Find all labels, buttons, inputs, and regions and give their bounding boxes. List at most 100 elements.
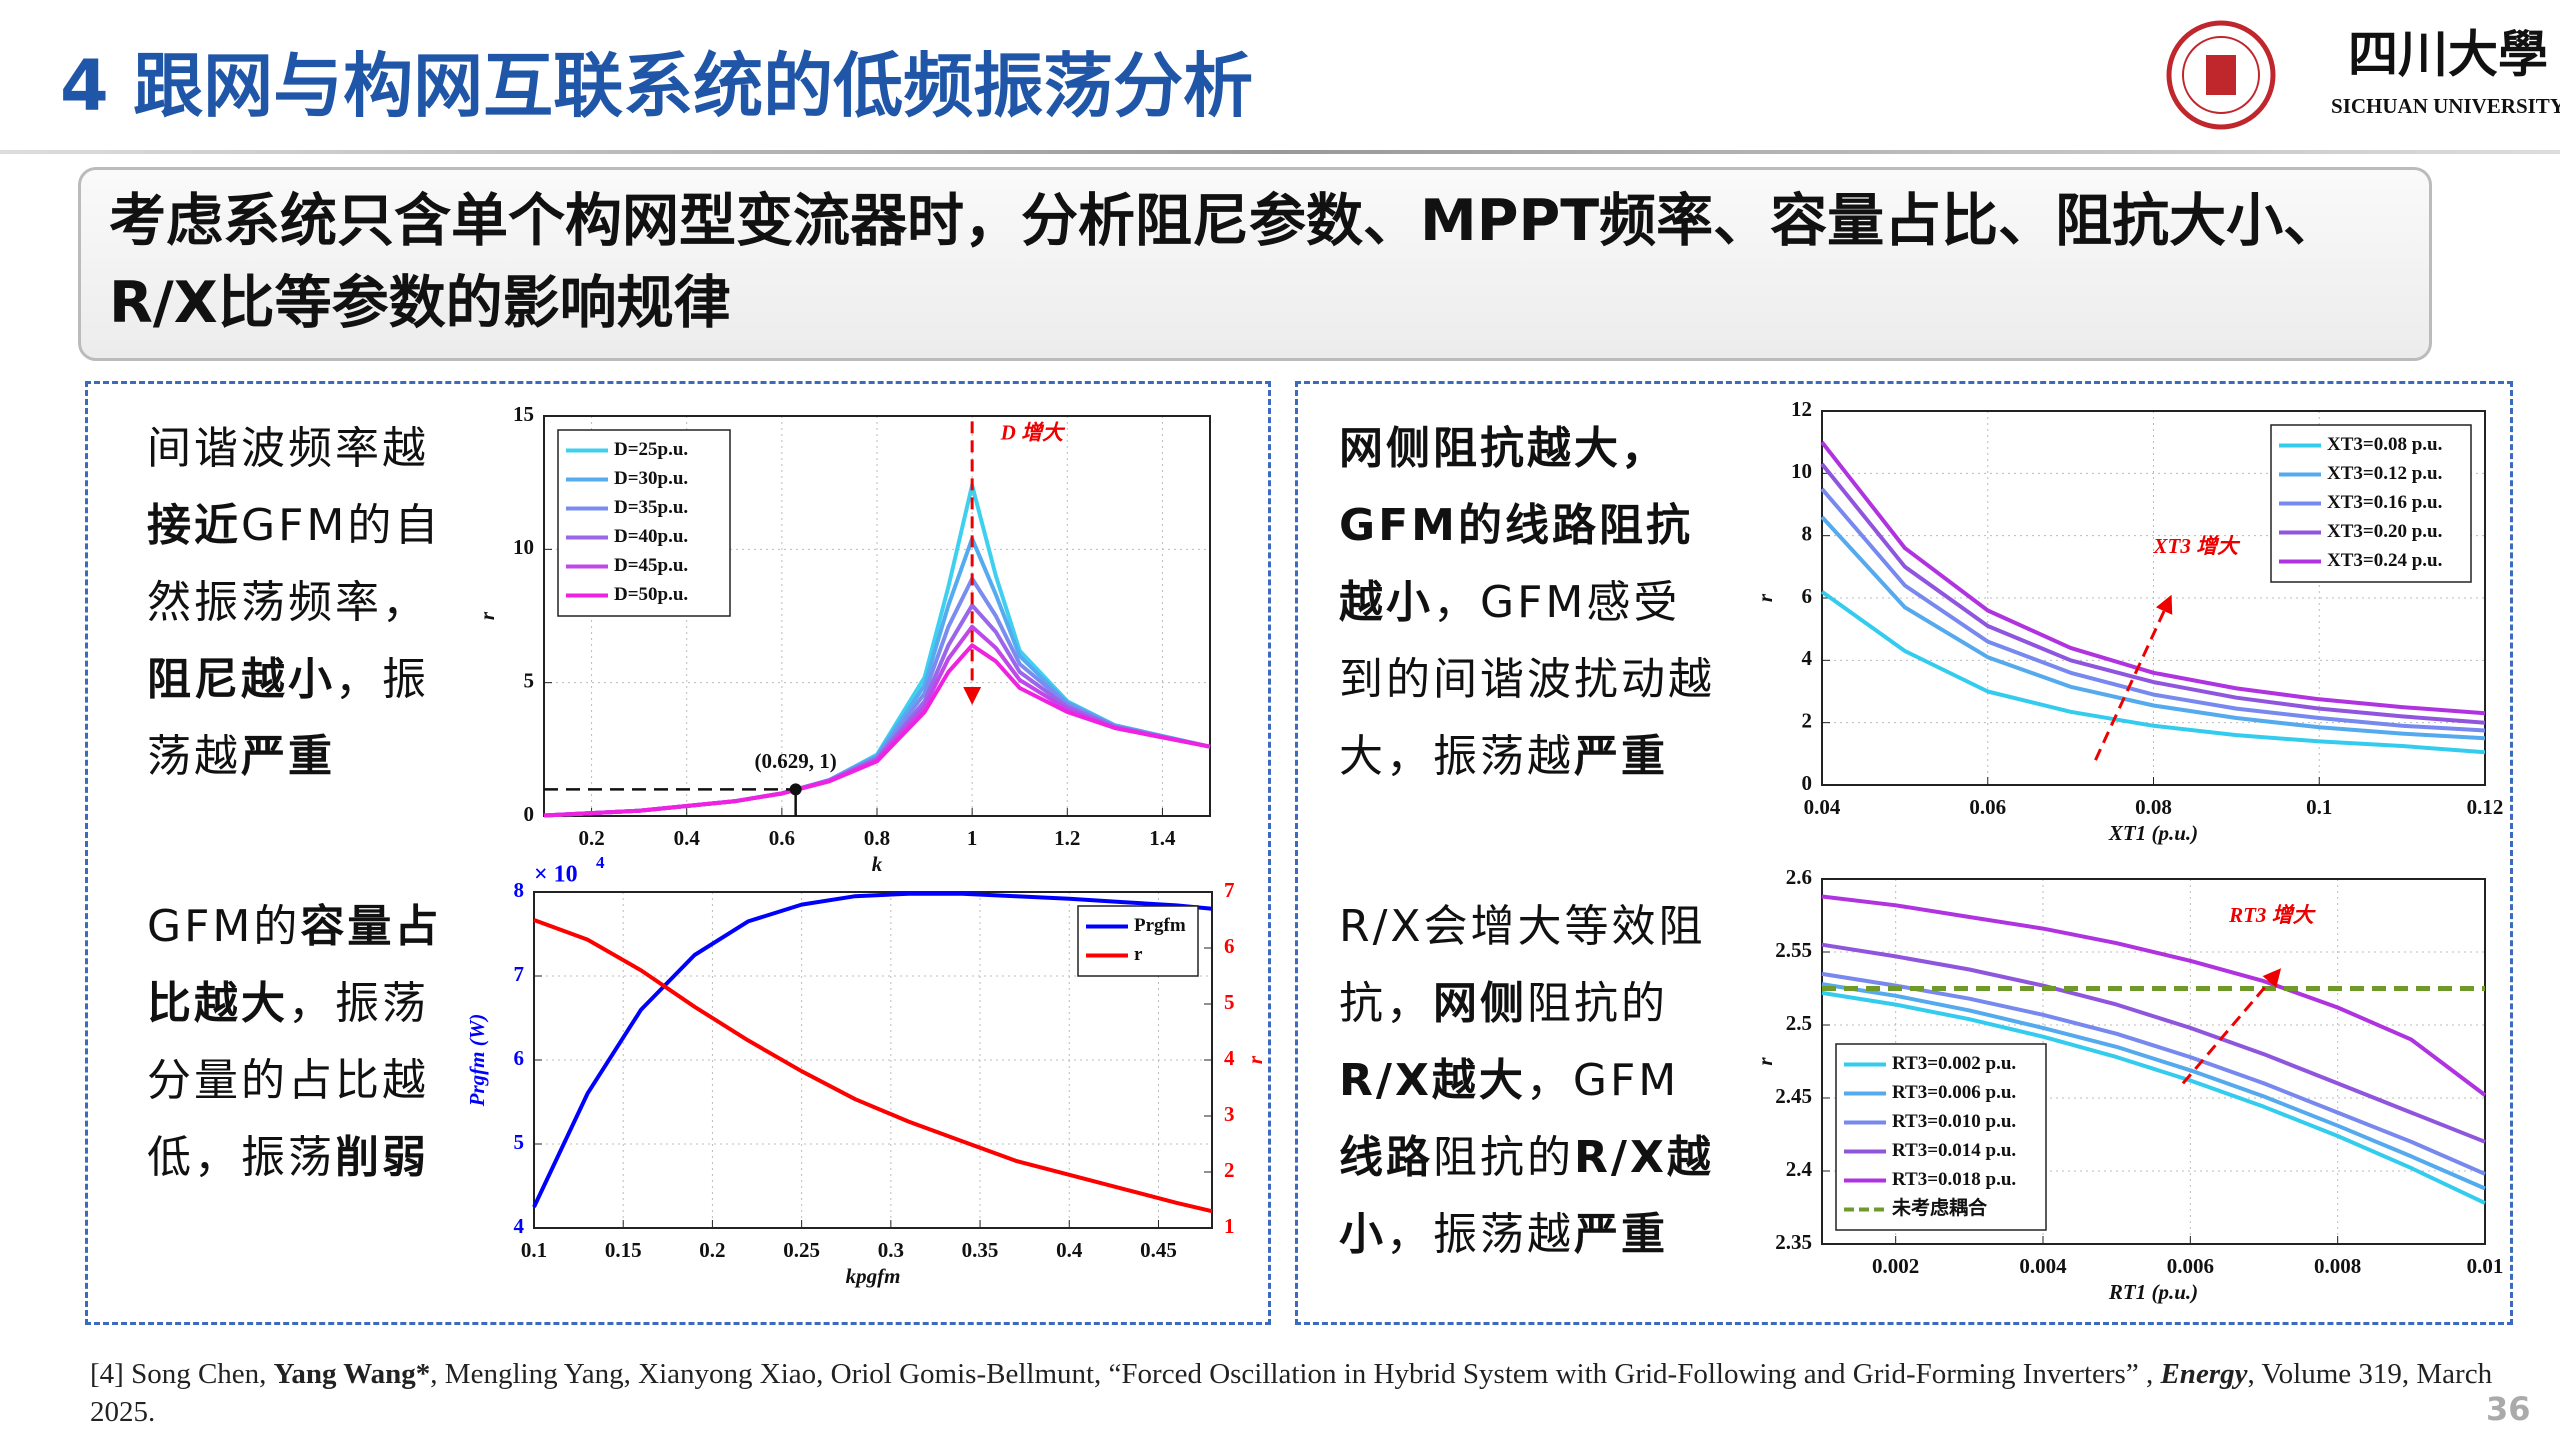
x-tick-label: 0.3: [878, 1238, 904, 1262]
y2-tick-label: 7: [1224, 878, 1235, 902]
y2-tick-label: 3: [1224, 1102, 1235, 1126]
x-tick-label: 0.25: [783, 1238, 820, 1262]
text-line: R/X越大，GFM: [1339, 1042, 1714, 1119]
legend-label: XT3=0.08 p.u.: [2327, 434, 2442, 455]
text-run: 严重: [241, 731, 335, 782]
banner: 考虑系统只含单个构网型变流器时，分析阻尼参数、MPPT频率、容量占比、阻抗大小、…: [78, 167, 2432, 361]
text-line: 比越大，振荡: [147, 965, 441, 1042]
y-tick-label: 2.35: [1775, 1230, 1812, 1254]
legend-label: RT3=0.010 p.u.: [1892, 1111, 2016, 1132]
legend-label: RT3=0.014 p.u.: [1892, 1140, 2016, 1161]
y2-tick-label: 6: [1224, 934, 1235, 958]
legend-box: [557, 429, 731, 617]
text-run: GFM的: [147, 901, 301, 952]
x-tick-label: 0.006: [2167, 1254, 2214, 1278]
text-line: 网侧阻抗越大，: [1339, 410, 1715, 487]
text-run: 到的间谐波扰动越: [1339, 654, 1715, 705]
series-line: [532, 891, 1213, 1208]
x-tick-label: 0.008: [2314, 1254, 2361, 1278]
y-tick-label: 8: [514, 878, 525, 902]
header-rule: [0, 150, 2560, 154]
text-run: ，GFM: [1525, 1055, 1680, 1106]
text-run: GFM的自: [241, 500, 442, 551]
x-tick-label: 0.002: [1872, 1254, 1919, 1278]
x-tick-label: 0.35: [962, 1238, 999, 1262]
x-tick-label: 0.1: [2306, 795, 2332, 819]
text-run: , Volume 319, March 2025.: [90, 1358, 2493, 1428]
highlight-label: (0.629, 1): [755, 749, 837, 773]
y-axis-label: r: [1753, 1057, 1777, 1066]
series-line: [1820, 440, 2486, 716]
x-tick-label: 0.12: [2467, 795, 2504, 819]
x-tick-label: 0.8: [864, 826, 890, 850]
y2-tick-label: 5: [1224, 990, 1235, 1014]
series-line: [1820, 590, 2486, 755]
paragraph: 间谐波频率越 接近GFM的自 然振荡频率， 阻尼越小，振 荡越严重: [147, 410, 441, 795]
legend-label: D=30p.u.: [614, 468, 688, 489]
text-run: 严重: [1574, 1209, 1668, 1260]
text-run: 阻尼越小: [147, 654, 335, 705]
x-tick-label: 1.2: [1054, 826, 1080, 850]
legend-label: XT3=0.24 p.u.: [2327, 550, 2442, 571]
text-line: R/X会增大等效阻: [1339, 888, 1714, 965]
text-run: 线路: [1339, 1132, 1433, 1183]
legend-label: RT3=0.002 p.u.: [1892, 1053, 2016, 1074]
x-tick-label: 0.04: [1804, 795, 1841, 819]
x-tick-label: 0.4: [674, 826, 701, 850]
x-axis-label: k: [872, 852, 883, 876]
y-tick-label: 5: [514, 1130, 525, 1154]
y-scale-label: × 10: [534, 862, 578, 888]
text-run: GFM的线路阻抗: [1339, 500, 1693, 551]
logo-name-cn: 四川大學: [2348, 26, 2548, 82]
text-run: 低，振荡: [147, 1132, 335, 1183]
x-tick-label: 0.08: [2135, 795, 2172, 819]
legend-label: XT3=0.12 p.u.: [2327, 463, 2442, 484]
legend-label: Prgfm: [1134, 915, 1186, 936]
text-run: 间谐波频率越: [147, 423, 429, 474]
text-line: GFM的线路阻抗: [1339, 487, 1715, 564]
y-tick-label: 15: [513, 402, 534, 426]
y-tick-label: 8: [1802, 521, 1813, 545]
text-run: 网侧: [1433, 978, 1527, 1029]
trend-arrow: [2094, 594, 2173, 761]
text-run: R/X会增大等效阻: [1339, 901, 1706, 952]
text-run: ，振: [335, 654, 429, 705]
paragraph: GFM的容量占 比越大，振荡 分量的占比越 低，振荡削弱: [147, 888, 441, 1196]
annotation: D 增大: [1000, 420, 1066, 444]
y2-tick-label: 4: [1224, 1046, 1235, 1070]
y-tick-label: 6: [1802, 584, 1813, 608]
highlight-point: [789, 783, 802, 796]
text-line: 到的间谐波扰动越: [1339, 641, 1715, 718]
y-tick-label: 2.6: [1786, 865, 1812, 889]
text-line: 分量的占比越: [147, 1042, 441, 1119]
left-panel: [85, 381, 1271, 1325]
legend-label: D=25p.u.: [614, 439, 688, 460]
text-line: 大，振荡越严重: [1339, 718, 1715, 795]
text-run: ，振荡越: [1386, 1209, 1574, 1260]
text-run: 抗，: [1339, 978, 1433, 1029]
text-line: 间谐波频率越: [147, 410, 441, 487]
y-tick-label: 2.4: [1786, 1157, 1813, 1181]
right-panel: [1295, 381, 2513, 1325]
series-line: [543, 643, 1211, 818]
x-tick-label: 0.15: [605, 1238, 642, 1262]
x-tick-label: 0.1: [521, 1238, 547, 1262]
text-run: 严重: [1574, 731, 1668, 782]
y2-tick-label: 1: [1224, 1214, 1235, 1238]
y-tick-label: 0: [524, 802, 535, 826]
text-line: 阻尼越小，振: [147, 641, 441, 718]
y-tick-label: 2.5: [1786, 1011, 1812, 1035]
legend-box: [1077, 905, 1199, 977]
legend-label: D=35p.u.: [614, 497, 688, 518]
x-tick-label: 1: [967, 826, 978, 850]
y-scale-exponent: 4: [596, 853, 605, 872]
logo-ring: [2182, 36, 2260, 114]
text-line: 抗，网侧阻抗的: [1339, 965, 1714, 1042]
plot-frame: [543, 415, 1211, 817]
plot-frame: [1821, 878, 2486, 1245]
series-line: [1820, 487, 2486, 733]
x-tick-label: 1.4: [1149, 826, 1176, 850]
x-tick-label: 0.01: [2467, 1254, 2504, 1278]
